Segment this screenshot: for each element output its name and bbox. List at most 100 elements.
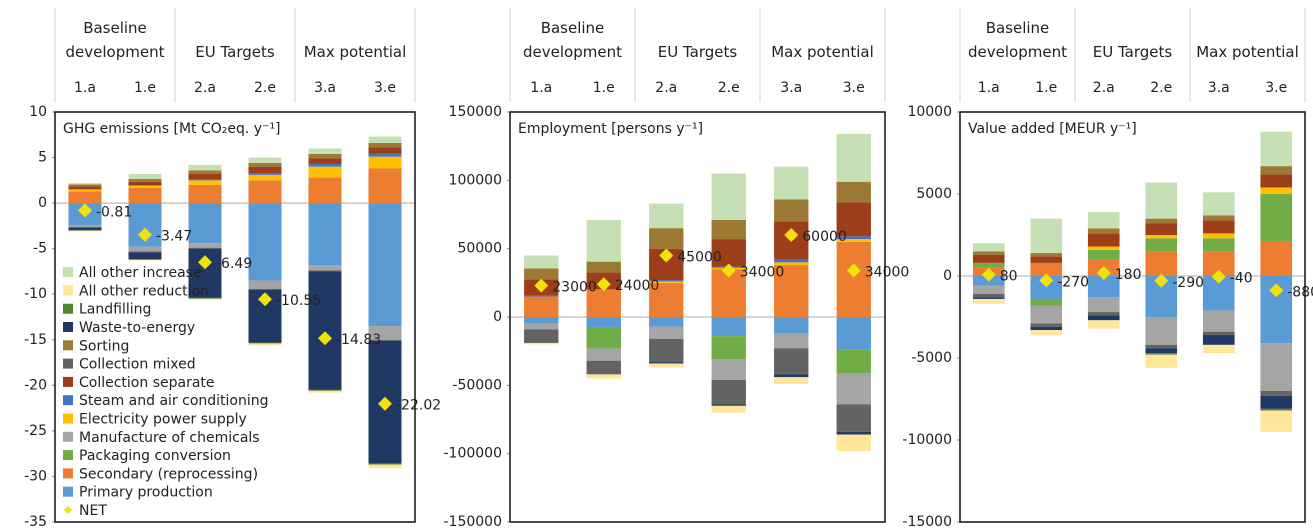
bar-segment: [1145, 348, 1178, 354]
net-label: 34000: [740, 265, 785, 281]
bar-segment: [308, 265, 342, 271]
y-tick-label: -5000: [911, 350, 952, 366]
chart-title: Employment [persons y⁻¹]: [518, 121, 703, 137]
bar-segment: [524, 323, 559, 330]
bar-segment: [188, 180, 222, 185]
y-tick-label: 5000: [916, 186, 952, 202]
bar-segment: [1202, 310, 1235, 332]
bar-segment: [248, 166, 282, 174]
bar-segment: [1202, 344, 1235, 354]
net-marker: [1039, 273, 1054, 288]
bar-segment: [836, 202, 871, 237]
net-marker: [596, 277, 611, 292]
bar-segment: [1087, 228, 1120, 234]
bar-segment: [68, 230, 102, 232]
bar-segment: [1202, 192, 1235, 216]
legend-swatch: [63, 395, 73, 406]
bar-segment: [68, 183, 102, 185]
net-label: 60000: [802, 229, 847, 245]
x-tick-label: 3.e: [1265, 80, 1287, 96]
bar-segment: [586, 261, 621, 273]
bar-segment: [188, 298, 222, 300]
bar-segment: [774, 348, 809, 375]
bar-segment: [1030, 298, 1063, 306]
bar-segment: [1087, 212, 1120, 229]
bar-segment: [308, 271, 342, 390]
y-tick-label: -30: [24, 468, 47, 484]
bar-segment: [248, 342, 282, 344]
bar-segment: [711, 405, 746, 413]
x-tick-label: 2.e: [254, 80, 276, 96]
bar-segment: [711, 359, 746, 380]
bar-segment: [586, 327, 621, 349]
bar-segment: [368, 339, 402, 341]
bar-segment: [308, 270, 342, 272]
bar-segment: [1260, 131, 1293, 167]
bar-segment: [836, 349, 871, 374]
net-label: -40: [1230, 271, 1253, 287]
y-tick-label: -5: [33, 241, 47, 257]
bar-segment: [368, 136, 402, 143]
legend-label: Collection mixed: [79, 357, 196, 373]
bar-segment: [1260, 408, 1293, 411]
bar-segment: [308, 390, 342, 393]
bar-segment: [128, 187, 162, 204]
bar-segment: [1202, 331, 1235, 336]
x-tick-label: 1.a: [530, 80, 552, 96]
bar-segment: [649, 317, 684, 327]
bar-segment: [68, 184, 102, 187]
bar-segment: [308, 163, 342, 167]
net-label: -3.47: [156, 229, 192, 245]
bar-segment: [1145, 223, 1178, 235]
bar-segment: [1202, 220, 1235, 234]
group-label: EU Targets: [1092, 43, 1173, 61]
bar-segment: [774, 317, 809, 334]
bar-segment: [774, 377, 809, 384]
bar-segment: [649, 363, 684, 368]
chart-title: Value added [MEUR y⁻¹]: [968, 121, 1137, 137]
bar-segment: [128, 178, 162, 182]
bar-segment: [1260, 166, 1293, 175]
legend-swatch: [63, 413, 73, 424]
bar-segment: [68, 189, 102, 192]
bar-segment: [308, 177, 342, 204]
legend-label: Sorting: [79, 338, 129, 354]
bar-segment: [68, 224, 102, 227]
net-marker: [659, 248, 674, 263]
bar-segment: [972, 251, 1005, 255]
group-label: Max potential: [303, 43, 407, 61]
legend-label: Packaging conversion: [79, 448, 231, 464]
bar-segment: [188, 184, 222, 204]
bar-segment: [836, 431, 871, 435]
legend-swatch: [63, 303, 73, 314]
x-tick-label: 3.a: [1208, 80, 1230, 96]
bar-segment: [248, 163, 282, 167]
bar-segment: [836, 241, 871, 317]
bar-segment: [308, 203, 342, 266]
bar-segment: [248, 203, 282, 281]
legend-label: Electricity power supply: [79, 412, 247, 428]
y-tick-label: 0: [38, 195, 47, 211]
y-tick-label: 150000: [449, 104, 502, 120]
legend-swatch: [63, 431, 73, 442]
bar-segment: [1145, 235, 1178, 239]
bar-segment: [128, 246, 162, 252]
net-marker: [1154, 273, 1169, 288]
bar-segment: [68, 226, 102, 228]
bar-segment: [188, 179, 222, 181]
bar-segment: [368, 153, 402, 157]
bar-segment: [972, 297, 1005, 299]
bar-segment: [188, 297, 222, 299]
bar-segment: [836, 404, 871, 432]
bar-segment: [711, 219, 746, 240]
bar-segment: [1145, 353, 1178, 355]
legend-swatch: [63, 468, 73, 479]
group-label: EU Targets: [195, 43, 275, 61]
net-label: -6.49: [216, 256, 252, 272]
group-label: Max potential: [1196, 43, 1299, 61]
net-label: -22.02: [396, 398, 441, 414]
bar-segment: [586, 289, 621, 317]
bar-segment: [188, 243, 222, 248]
bar-segment: [649, 203, 684, 229]
net-label: 45000: [677, 250, 722, 266]
